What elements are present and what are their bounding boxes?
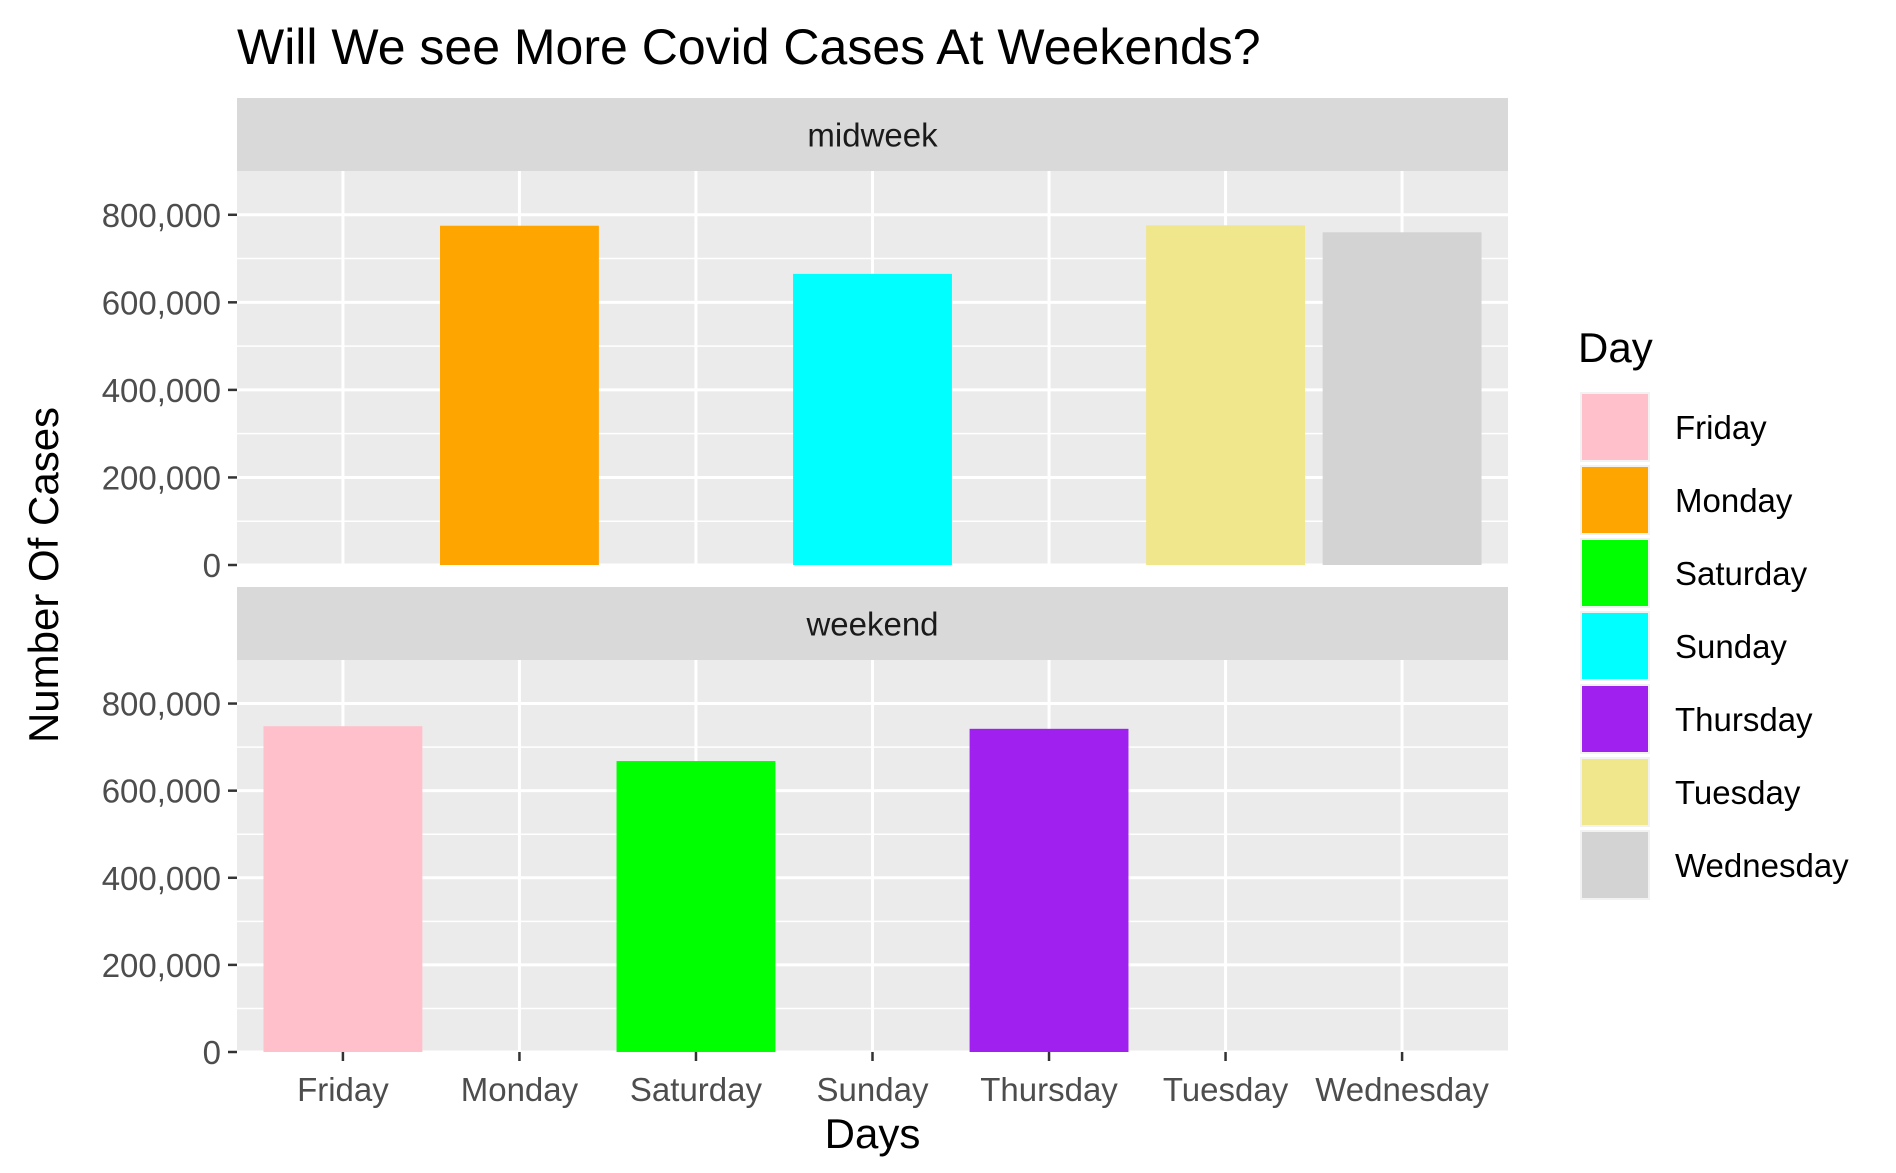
x-axis-title: Days [825, 1110, 921, 1157]
legend-swatch [1582, 467, 1648, 533]
bar-midweek-wednesday [1322, 232, 1482, 566]
legend-item-thursday: Thursday [1580, 684, 1813, 754]
y-tick-label: 200,000 [102, 947, 221, 984]
legend-title: Day [1578, 324, 1653, 371]
legend-swatch [1582, 613, 1648, 679]
y-tick-label: 0 [203, 547, 221, 584]
y-tick-label: 600,000 [102, 773, 221, 810]
legend-entries: Friday Monday Saturday Sunday Thursday Tuesda… [1580, 392, 1849, 900]
x-axis: Friday Monday Saturday Sunday Thursday Tuesda… [297, 1052, 1489, 1108]
bar-weekend-friday [263, 726, 423, 1052]
bar-weekend-thursday [969, 728, 1129, 1052]
x-tick-label-sunday: Sunday [817, 1071, 929, 1108]
legend-swatch [1582, 540, 1648, 606]
facet-strip [237, 98, 1508, 171]
legend-label: Monday [1675, 482, 1793, 519]
legend-label: Sunday [1675, 628, 1787, 665]
y-axis-title: Number Of Cases [20, 407, 67, 743]
legend-item-sunday: Sunday [1580, 611, 1787, 681]
legend-item-saturday: Saturday [1580, 538, 1808, 608]
x-tick-label-monday: Monday [461, 1071, 579, 1108]
y-tick-label: 800,000 [102, 686, 221, 723]
y-tick-label: 200,000 [102, 459, 221, 496]
legend-swatch [1582, 759, 1648, 825]
legend-label: Friday [1675, 409, 1767, 446]
y-tick-label: 600,000 [102, 284, 221, 321]
x-tick-label-thursday: Thursday [980, 1071, 1118, 1108]
y-tick-label: 400,000 [102, 860, 221, 897]
bar-midweek-monday [440, 225, 599, 565]
legend-label: Wednesday [1675, 847, 1849, 884]
facet-panels: midweek0200,000400,000600,000800,000week… [102, 98, 1508, 1071]
y-tick-label: 0 [203, 1034, 221, 1071]
facet-strip-label: midweek [807, 117, 938, 154]
facet-strip-label: weekend [805, 606, 938, 643]
x-tick-label-friday: Friday [297, 1071, 389, 1108]
bar-midweek-tuesday [1146, 225, 1305, 566]
legend: Day Friday Monday Saturday Sunday Thursday Tu… [1578, 324, 1849, 900]
legend-swatch [1582, 686, 1648, 752]
legend-item-tuesday: Tuesday [1580, 757, 1801, 827]
legend-label: Thursday [1675, 701, 1813, 738]
legend-item-friday: Friday [1580, 392, 1767, 462]
y-tick-label: 400,000 [102, 372, 221, 409]
chart-title: Will We see More Covid Cases At Weekends… [237, 19, 1261, 75]
x-tick-label-saturday: Saturday [630, 1071, 763, 1108]
facet-panel-midweek: midweek 0 200,000 400,000 600,000 800,000 [102, 98, 1508, 584]
facet-panel-weekend: weekend 0 200,000 400,000 600,000 800,000 [102, 587, 1508, 1071]
y-tick-label: 800,000 [102, 197, 221, 234]
x-tick-label-wednesday: Wednesday [1315, 1071, 1489, 1108]
legend-swatch [1582, 832, 1648, 898]
facet-strip [237, 587, 1508, 660]
legend-item-wednesday: Wednesday [1580, 830, 1849, 900]
legend-item-monday: Monday [1580, 465, 1793, 535]
legend-label: Tuesday [1675, 774, 1801, 811]
legend-swatch [1582, 394, 1648, 460]
legend-label: Saturday [1675, 555, 1808, 592]
bar-midweek-sunday [793, 273, 952, 565]
bar-weekend-saturday [616, 761, 776, 1052]
x-tick-label-tuesday: Tuesday [1163, 1071, 1289, 1108]
